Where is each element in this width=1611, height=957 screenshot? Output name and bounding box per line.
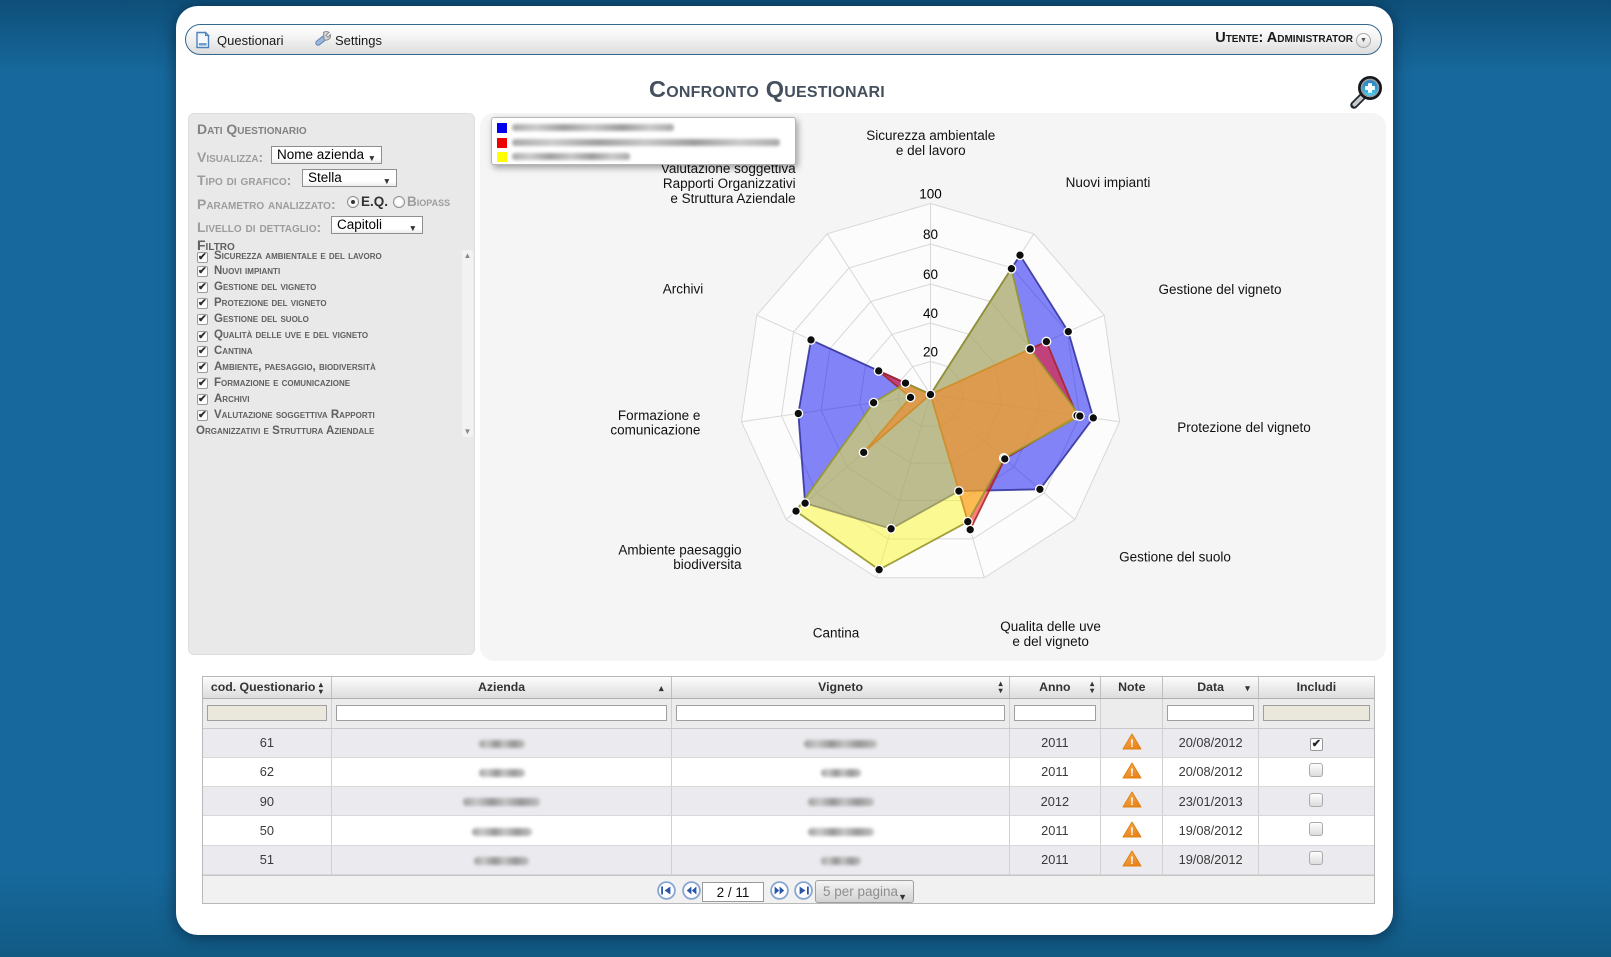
svg-text:40: 40: [923, 306, 938, 321]
svg-text:Qualita delle uve: Qualita delle uve: [1000, 619, 1101, 634]
svg-text:e del lavoro: e del lavoro: [896, 143, 966, 158]
svg-text:!: !: [1130, 855, 1134, 867]
svg-text:20: 20: [923, 345, 938, 360]
svg-text:100: 100: [919, 187, 942, 202]
svg-text:Archivi: Archivi: [663, 282, 704, 297]
svg-text:Gestione del suolo: Gestione del suolo: [1119, 550, 1231, 565]
svg-text:Protezione del vigneto: Protezione del vigneto: [1177, 420, 1311, 435]
svg-text:biodiversita: biodiversita: [673, 557, 742, 572]
svg-text:!: !: [1130, 826, 1134, 838]
svg-text:comunicazione: comunicazione: [610, 423, 700, 438]
svg-text:80: 80: [923, 227, 938, 242]
svg-text:Ambiente paesaggio: Ambiente paesaggio: [618, 543, 741, 558]
svg-text:Sicurezza ambientale: Sicurezza ambientale: [866, 128, 995, 143]
svg-text:Nuovi impianti: Nuovi impianti: [1066, 175, 1151, 190]
svg-text:Formazione e: Formazione e: [618, 408, 701, 423]
svg-text:Gestione del vigneto: Gestione del vigneto: [1158, 282, 1281, 297]
svg-text:60: 60: [923, 267, 938, 282]
svg-text:Rapporti Organizzativi: Rapporti Organizzativi: [663, 176, 796, 191]
svg-text:Cantina: Cantina: [813, 626, 860, 641]
svg-text:!: !: [1130, 796, 1134, 808]
svg-text:!: !: [1130, 738, 1134, 750]
svg-text:!: !: [1130, 767, 1134, 779]
svg-text:e del vigneto: e del vigneto: [1012, 634, 1089, 649]
svg-text:e Struttura Aziendale: e Struttura Aziendale: [670, 191, 795, 206]
